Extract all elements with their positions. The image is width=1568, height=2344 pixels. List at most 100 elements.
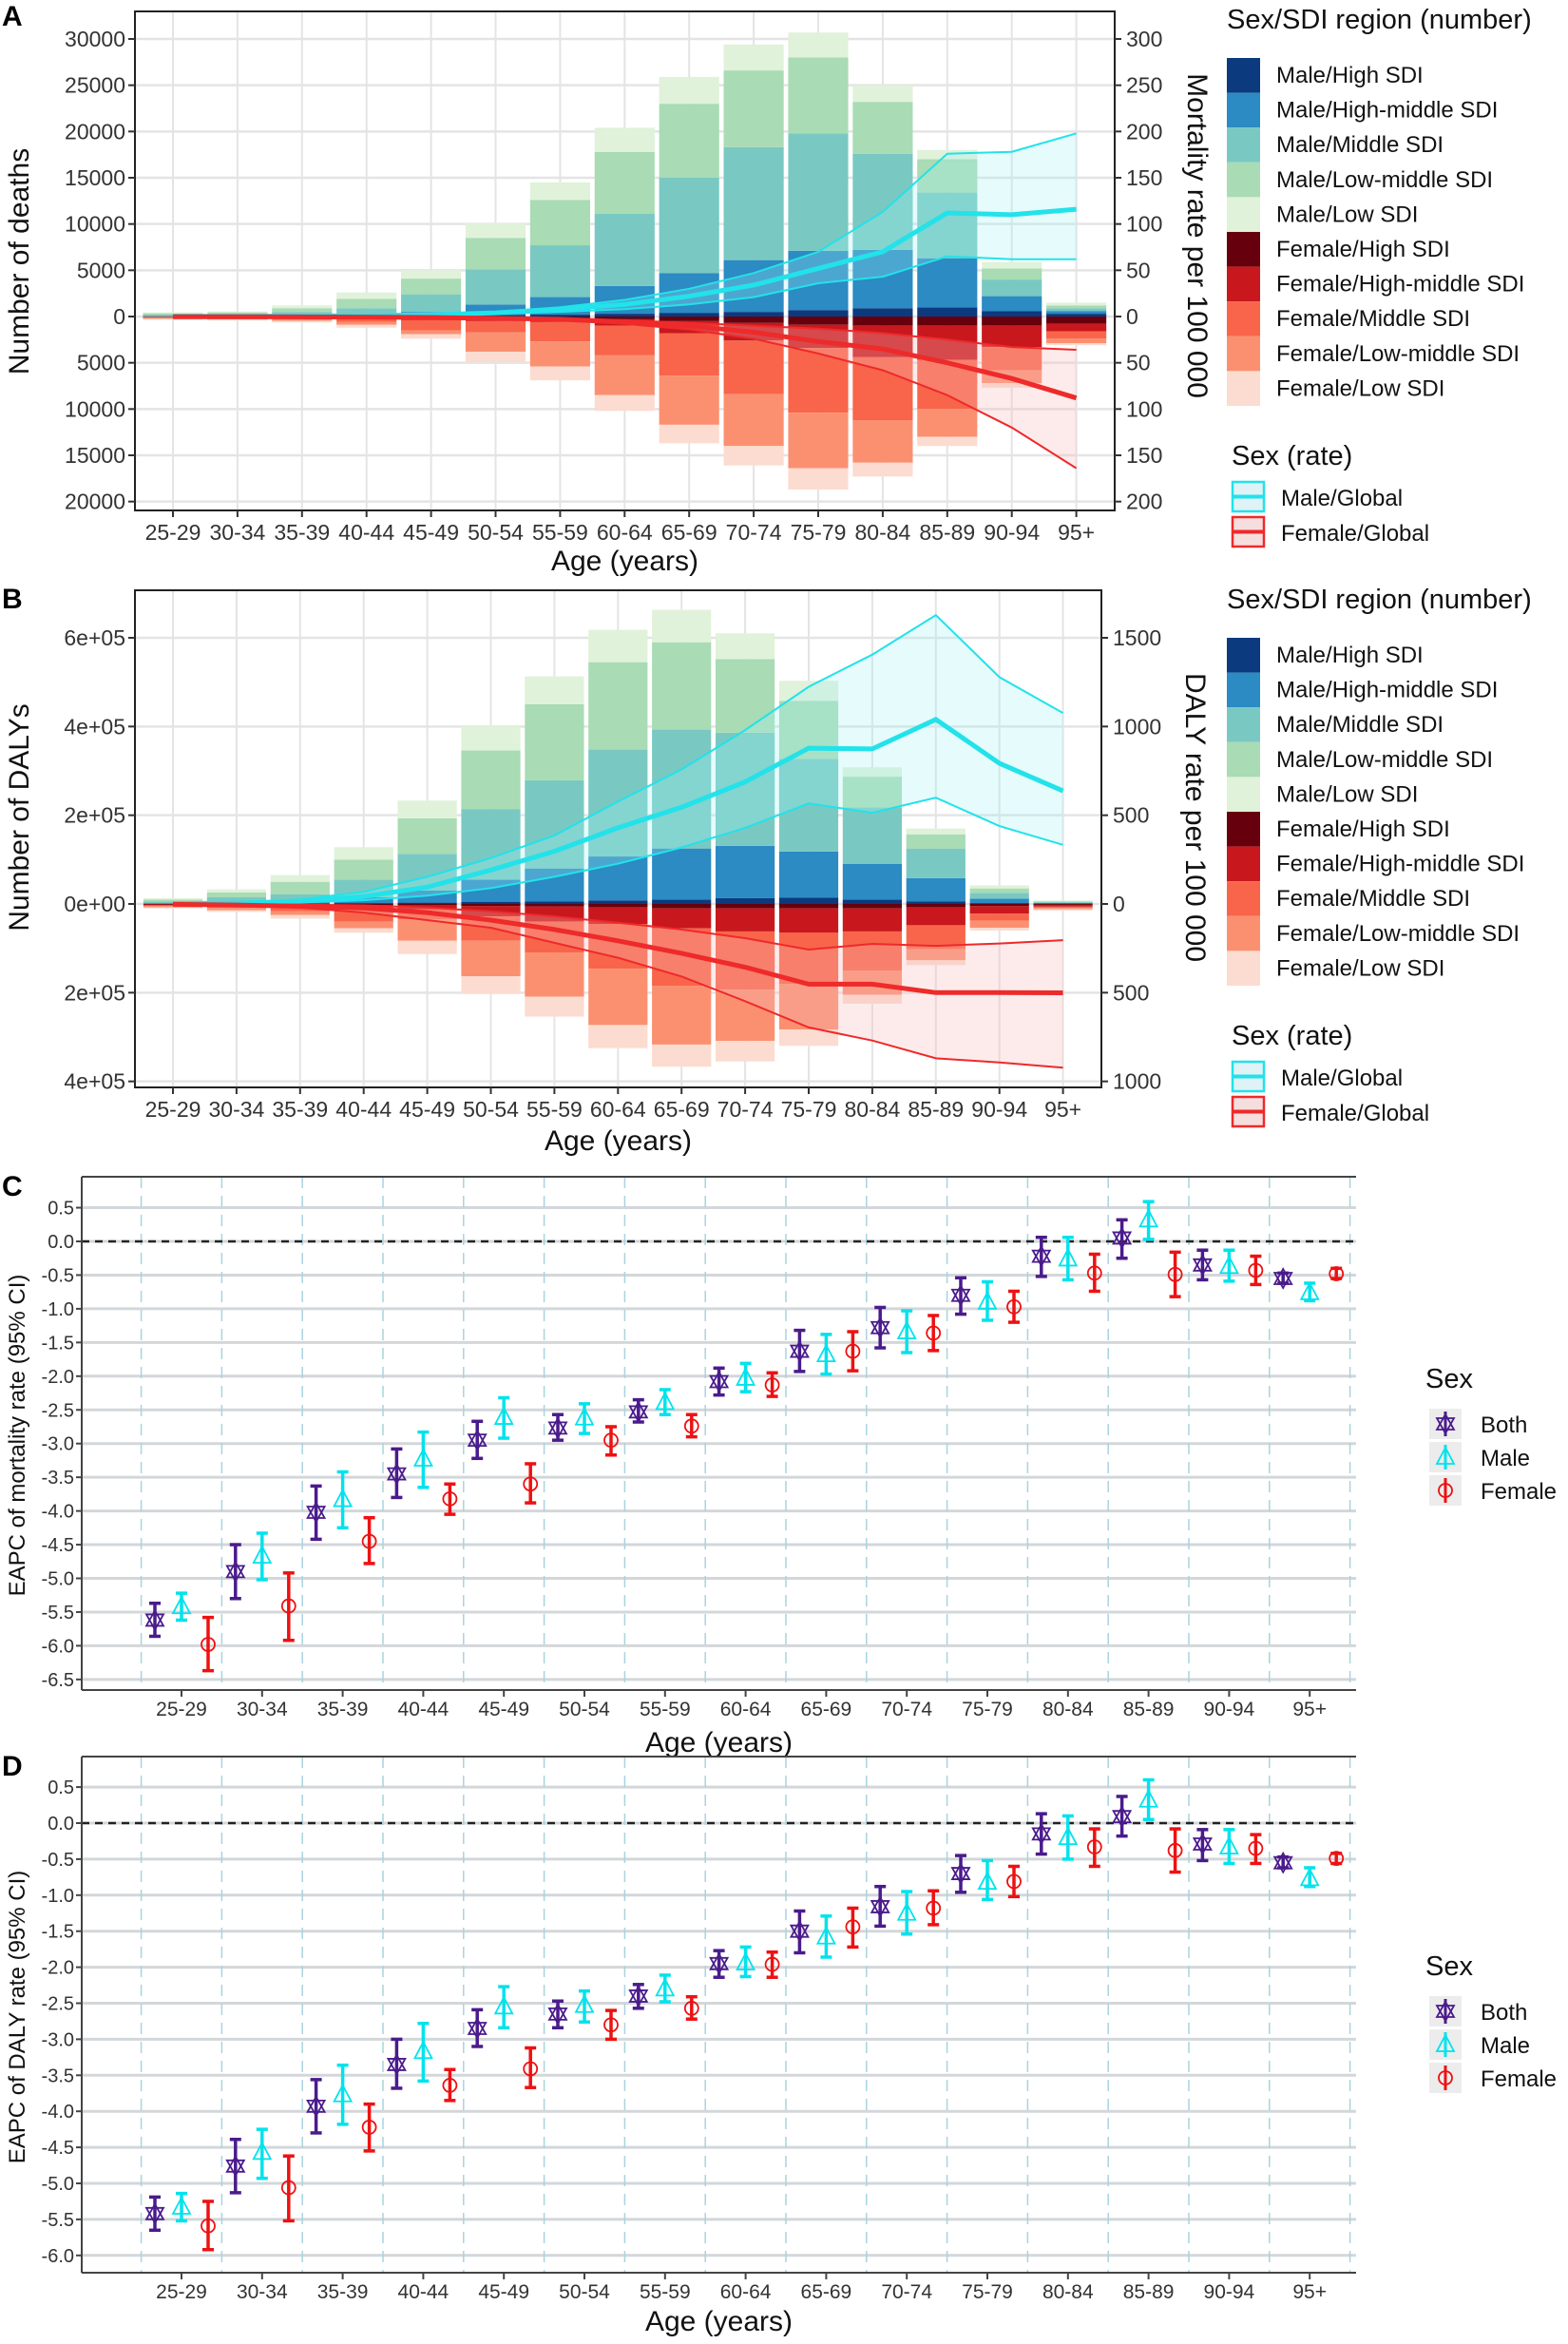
star-marker-icon — [467, 1429, 488, 1448]
bar-male-high-sdi — [1046, 314, 1107, 317]
legend-swatch — [1227, 127, 1260, 163]
y-right-tick-label: 50 — [1126, 258, 1151, 282]
bar-female-high-middle-sdi — [969, 906, 1029, 914]
circle-marker-icon — [926, 1900, 942, 1916]
bar-male-low-middle-sdi — [465, 238, 526, 270]
bar-female-high-sdi — [788, 317, 849, 325]
bar-female-high-sdi — [659, 317, 719, 321]
y-tick-label: 30000 — [65, 27, 125, 51]
x-tick-label: 80-84 — [1042, 1699, 1094, 1720]
star-marker-icon — [306, 2099, 327, 2118]
star-marker-icon — [709, 1956, 730, 1975]
star-marker-icon — [628, 1989, 649, 2008]
star-marker-icon — [467, 2022, 488, 2040]
circle-marker-icon — [603, 2017, 619, 2033]
x-tick-label: 65-69 — [801, 1699, 852, 1720]
plot-background — [82, 1757, 1356, 2273]
bar-female-high-middle-sdi — [906, 907, 966, 926]
bar-male-low-sdi — [529, 182, 590, 201]
y-right-tick-label: 300 — [1126, 27, 1162, 51]
panel-label: B — [2, 584, 23, 615]
x-tick-label: 25-29 — [156, 1699, 207, 1720]
bar-female-middle-sdi — [465, 320, 526, 333]
legend-title: Sex — [1425, 1364, 1473, 1394]
bar-male-low-middle-sdi — [659, 104, 719, 178]
bar-female-high-middle-sdi — [917, 325, 978, 360]
circle-marker-icon — [1329, 1851, 1345, 1867]
legend-item-label: Female/High SDI — [1276, 817, 1450, 842]
x-axis-title: Age (years) — [545, 1125, 692, 1157]
triangle-marker-icon — [736, 1951, 756, 1970]
bar-male-low-sdi — [715, 633, 775, 660]
x-tick-label: 95+ — [1292, 1699, 1327, 1720]
bar-male-high-sdi — [788, 310, 849, 317]
star-marker-icon — [467, 1433, 488, 1451]
y-tick-label: 20000 — [65, 119, 125, 144]
x-tick-label: 45-49 — [403, 520, 459, 545]
x-tick-label: 70-74 — [726, 520, 782, 545]
bar-female-low-sdi — [525, 996, 584, 1017]
legend-swatch — [1227, 266, 1260, 302]
star-marker-icon — [547, 1416, 568, 1435]
bar-female-low-middle-sdi — [906, 949, 966, 961]
bar-male-high-sdi — [461, 901, 521, 904]
bar-female-high-sdi — [525, 904, 584, 907]
x-axis-title: Age (years) — [645, 2306, 793, 2337]
star-marker-icon — [1435, 1412, 1456, 1431]
panel-label: A — [2, 1, 23, 32]
x-tick-label: 35-39 — [317, 1699, 369, 1720]
bar-female-low-sdi — [1046, 343, 1107, 346]
bar-male-low-sdi — [723, 44, 784, 71]
bar-female-low-sdi — [461, 976, 521, 994]
bar-female-middle-sdi — [1046, 331, 1107, 339]
star-marker-icon — [789, 1919, 810, 1938]
bar-female-low-middle-sdi — [206, 908, 267, 911]
bar-male-low-middle-sdi — [715, 659, 775, 733]
y-tick-label: 0.0 — [48, 1232, 74, 1253]
star-marker-icon — [789, 1339, 810, 1358]
bar-female-low-middle-sdi — [652, 986, 712, 1045]
bar-female-low-middle-sdi — [143, 906, 203, 908]
bar-female-high-sdi — [969, 904, 1029, 907]
rate-upper-line — [172, 613, 1064, 905]
star-marker-icon — [1112, 1810, 1133, 1829]
triangle-marker-icon — [896, 1901, 917, 1921]
y-right-tick-label: 500 — [1113, 803, 1149, 828]
legend-item-label: Male/Low-middle SDI — [1276, 747, 1493, 773]
bar-male-high-middle-sdi — [917, 258, 978, 308]
y-right-tick-label: 1000 — [1113, 714, 1161, 739]
bar-male-middle-sdi — [842, 807, 903, 864]
bar-male-middle-sdi — [588, 749, 648, 857]
bar-male-low-middle-sdi — [143, 899, 203, 902]
star-marker-icon — [1435, 2000, 1456, 2018]
bar-female-low-sdi — [334, 928, 393, 933]
y-tick-label: 0.5 — [48, 1199, 74, 1220]
circle-marker-icon — [1248, 1262, 1264, 1278]
star-marker-icon — [225, 1560, 246, 1579]
bar-female-low-sdi — [529, 366, 590, 381]
bar-male-low-sdi — [1033, 900, 1093, 902]
legend-swatch — [1227, 301, 1260, 336]
triangle-marker-icon — [1218, 1835, 1239, 1854]
y-right-tick-label: 500 — [1113, 980, 1149, 1005]
y-tick-label: -5.0 — [42, 2174, 74, 2195]
x-tick-label: 70-74 — [881, 1699, 932, 1720]
bar-female-low-middle-sdi — [401, 330, 462, 335]
bar-female-high-sdi — [982, 317, 1042, 326]
legend-title: Sex/SDI region (number) — [1227, 5, 1532, 35]
y-tick-label: -5.5 — [42, 1603, 74, 1624]
bar-male-low-sdi — [143, 897, 203, 900]
bar-female-low-middle-sdi — [852, 420, 913, 463]
legend-item-label: Male/High SDI — [1276, 63, 1424, 88]
bar-female-low-middle-sdi — [461, 940, 521, 977]
x-tick-label: 90-94 — [984, 520, 1040, 545]
y-right-tick-label: 200 — [1126, 490, 1162, 514]
legend-item-label: Female/Middle SDI — [1276, 886, 1470, 912]
legend-swatch — [1227, 951, 1260, 986]
star-marker-icon — [144, 1613, 165, 1632]
bar-female-high-middle-sdi — [1046, 323, 1107, 332]
bar-male-low-middle-sdi — [788, 57, 849, 134]
bar-female-low-middle-sdi — [1033, 908, 1093, 910]
bar-male-high-sdi — [465, 315, 526, 317]
legend-item-label: Male — [1481, 1446, 1530, 1471]
